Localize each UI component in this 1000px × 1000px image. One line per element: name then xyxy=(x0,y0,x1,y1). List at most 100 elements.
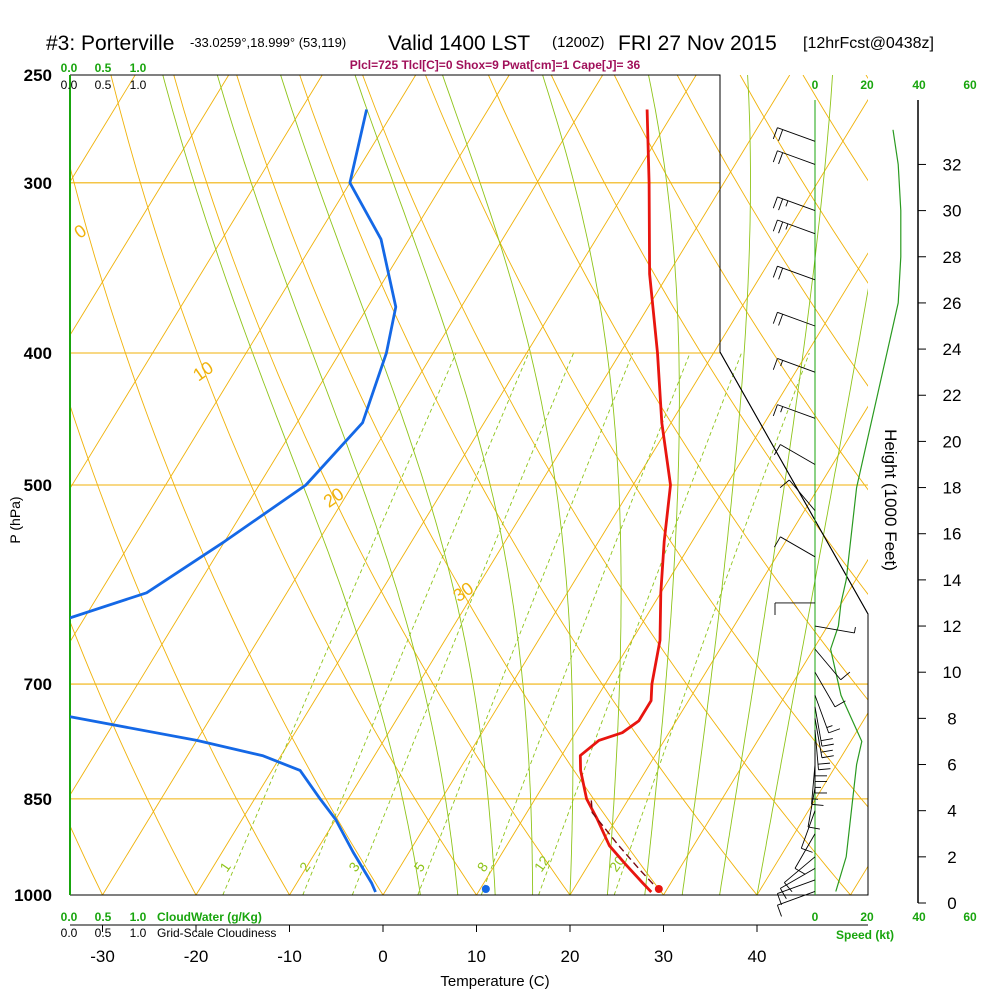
speed-scale-bottom: 40 xyxy=(912,910,926,924)
height-tick-label: 24 xyxy=(943,340,962,359)
mixing-ratio-label: 1 xyxy=(216,859,234,875)
height-tick-label: 16 xyxy=(943,525,962,544)
wind-barb-staff xyxy=(800,810,816,849)
dry-adiabat-label: 20 xyxy=(320,484,348,512)
y-tick-label: 700 xyxy=(24,675,52,694)
moist-adiabat-line xyxy=(542,75,622,895)
wind-barb-flag xyxy=(807,826,820,830)
wind-barb-staff xyxy=(777,358,816,373)
moist-adiabat-line xyxy=(756,287,868,895)
moist-adiabat-line xyxy=(442,75,574,895)
wind-barb-flag xyxy=(820,749,833,753)
cloud-scale-bottom-green: 0.0 xyxy=(61,910,78,924)
wind-barb-flag xyxy=(772,358,778,370)
dry-adiabat-line xyxy=(110,75,477,895)
wind-barb-flag xyxy=(840,671,851,681)
wind-barb-flag xyxy=(778,129,784,142)
wind-barb-staff xyxy=(814,648,842,681)
x-tick-label: -30 xyxy=(90,947,115,966)
dry-adiabat-line xyxy=(236,75,664,895)
height-tick-label: 8 xyxy=(947,709,956,728)
wind-barb-flag xyxy=(772,266,778,278)
wind-barb-flag xyxy=(776,904,782,917)
cloudwater-label: CloudWater (g/Kg) xyxy=(157,910,262,924)
mixing-ratio-line xyxy=(302,352,530,895)
wind-barb-flag xyxy=(780,406,784,413)
wind-barb xyxy=(814,718,834,759)
wind-barb-flag xyxy=(811,803,824,806)
dry-adiabat-label: 30 xyxy=(449,578,477,606)
wind-barb xyxy=(814,729,831,771)
y-tick-label: 300 xyxy=(24,174,52,193)
wind-barb xyxy=(814,625,856,634)
wind-barb-staff xyxy=(780,444,816,465)
dry-adiabat-line xyxy=(487,75,868,701)
y-tick-label: 400 xyxy=(24,344,52,363)
mixing-ratio-label: 8 xyxy=(474,859,492,875)
wind-barb xyxy=(772,219,816,235)
isobars xyxy=(70,74,868,896)
height-tick-label: 2 xyxy=(947,848,956,867)
cloudiness-label: Grid-Scale Cloudiness xyxy=(157,926,276,940)
cloud-scale-top-black: 1.0 xyxy=(130,78,147,92)
wind-barb-flag xyxy=(772,219,778,232)
cloud-scale: 0.0 0.5 1.0 0.0 0.5 1.0 0.0 0.5 1.0 0.0 0.5 1.0 xyxy=(61,61,147,940)
wind-panel xyxy=(772,100,902,917)
x-tick-label: 40 xyxy=(748,947,767,966)
dry-adiabat-line xyxy=(929,75,1000,895)
wind-barb-flag xyxy=(811,798,819,800)
wind-barb xyxy=(807,787,820,830)
moist-adiabat-line xyxy=(354,75,534,895)
isotherm-line xyxy=(850,865,868,895)
wind-barb-flag xyxy=(772,127,778,140)
x-axis: -30 -20 -10 0 10 20 30 40 xyxy=(70,924,868,966)
cloud-scale-top-green: 1.0 xyxy=(130,61,147,75)
dry-adiabat-line xyxy=(613,75,868,491)
mixing-ratio-label: 5 xyxy=(410,859,428,875)
speed-scale-top: 20 xyxy=(860,78,874,92)
cloud-scale-top-green: 0.5 xyxy=(95,61,112,75)
y-tick-label: 850 xyxy=(24,790,52,809)
dry-adiabat-line xyxy=(70,165,384,895)
wind-barb xyxy=(773,444,816,465)
wind-barb-flag xyxy=(772,150,778,163)
height-tick-label: 12 xyxy=(943,617,962,636)
wind-barb xyxy=(814,706,834,747)
wind-barb xyxy=(779,479,816,511)
wind-barb-flag xyxy=(778,267,784,280)
x-tick-label: -10 xyxy=(277,947,302,966)
height-tick-label: 22 xyxy=(943,386,962,405)
wind-barb xyxy=(772,196,816,212)
wind-barb-flag xyxy=(773,444,781,456)
mixing-ratio-label: 2 xyxy=(296,859,314,875)
wind-barb-flag xyxy=(785,200,789,207)
y-axis-label: P (hPa) xyxy=(7,496,23,543)
wind-barb-staff xyxy=(814,718,823,758)
wind-barb-flag xyxy=(817,762,830,765)
wind-barb-staff xyxy=(777,311,816,327)
wind-barb-flag xyxy=(801,847,813,853)
mixing-ratio-line xyxy=(613,352,810,895)
wind-barb-staff xyxy=(777,150,816,165)
isotherm-line xyxy=(663,558,868,895)
height-tick-label: 10 xyxy=(943,663,962,682)
surface-temperature-marker xyxy=(654,885,663,893)
x-tick-label: 30 xyxy=(654,947,673,966)
wind-barb-flag xyxy=(818,768,831,771)
wind-barb-staff xyxy=(777,879,816,895)
cloud-scale-top-green: 0.0 xyxy=(61,61,78,75)
cloud-scale-top-black: 0.0 xyxy=(61,78,78,92)
isotherm-line xyxy=(756,712,868,895)
wind-barb-staff xyxy=(777,127,816,142)
wind-barb-flag xyxy=(778,198,784,211)
series-temperature-line xyxy=(578,109,672,893)
wind-barb-flag xyxy=(785,223,789,230)
y-tick-label: 1000 xyxy=(14,886,52,905)
x-tick-label: 10 xyxy=(467,947,486,966)
wind-barb-flag xyxy=(820,738,833,742)
isotherm-line xyxy=(70,75,230,337)
y-tick-label: 500 xyxy=(24,476,52,495)
title-station: #3: Porterville xyxy=(46,32,174,55)
